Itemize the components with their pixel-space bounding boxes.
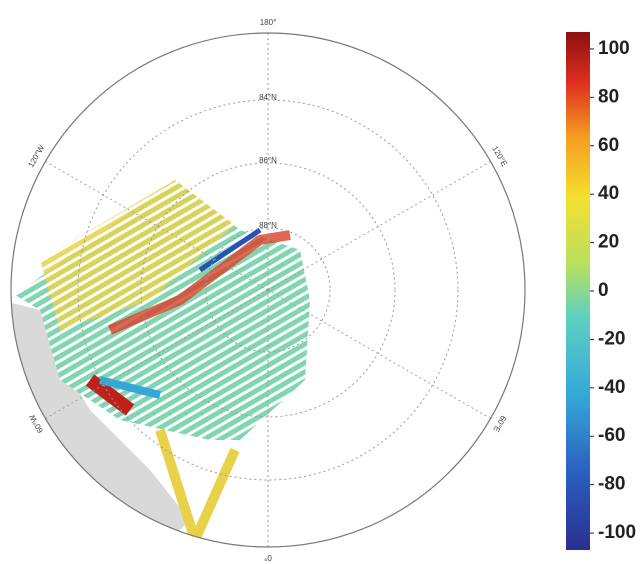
map-content bbox=[0, 180, 310, 560]
colorbar-tick-label: 60 bbox=[598, 135, 619, 156]
colorbar-tick-label: -60 bbox=[598, 425, 625, 446]
colorbar-tick-label: -20 bbox=[598, 328, 625, 349]
colorbar-tick-label: 100 bbox=[598, 38, 630, 59]
colorbar-tick-label: -40 bbox=[598, 377, 625, 398]
colorbar-ramp bbox=[566, 32, 590, 550]
colorbar-tick-label: 80 bbox=[598, 86, 619, 107]
colorbar: 100 80 60 40 20 0 -20 -40 -60 -80 -100 bbox=[566, 32, 636, 550]
colorbar-tick-label: 40 bbox=[598, 183, 619, 204]
longitude-label: 60°W bbox=[27, 413, 45, 435]
colorbar-tick-label: 0 bbox=[598, 280, 609, 301]
longitude-label: 120°E bbox=[490, 145, 509, 168]
longitude-label: 60°E bbox=[491, 414, 508, 434]
longitude-label: 180° bbox=[260, 18, 277, 27]
colorbar-tick-label: -80 bbox=[598, 474, 625, 495]
colorbar-tick-label: 20 bbox=[598, 232, 619, 253]
colorbar-tick-label: -100 bbox=[598, 522, 636, 543]
longitude-label: 0° bbox=[264, 553, 272, 562]
map-figure: 84°N86°N88°N180°120°W120°E60°W60°E0° 100… bbox=[0, 0, 644, 564]
